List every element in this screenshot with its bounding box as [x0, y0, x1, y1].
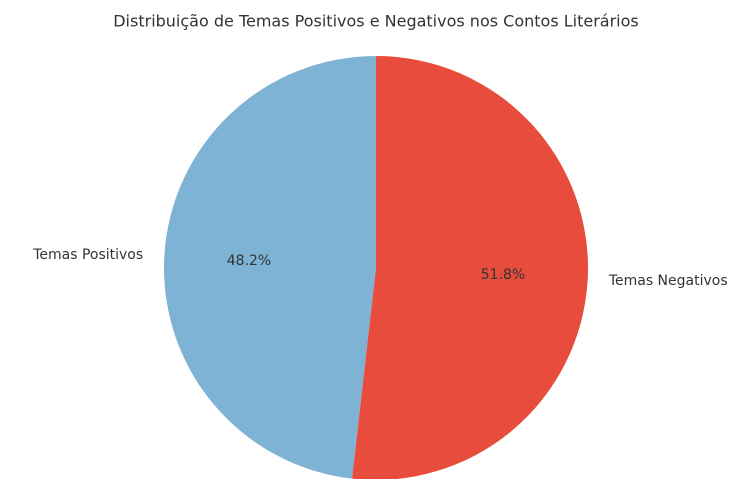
value-label: 48.2% — [227, 253, 271, 269]
slice-label: Temas Negativos — [608, 273, 728, 289]
slice-label: Temas Positivos — [32, 247, 143, 263]
chart-title: Distribuição de Temas Positivos e Negati… — [113, 12, 639, 31]
pie-slice — [164, 56, 376, 479]
value-label: 51.8% — [481, 267, 525, 283]
pie-slice — [352, 56, 588, 479]
